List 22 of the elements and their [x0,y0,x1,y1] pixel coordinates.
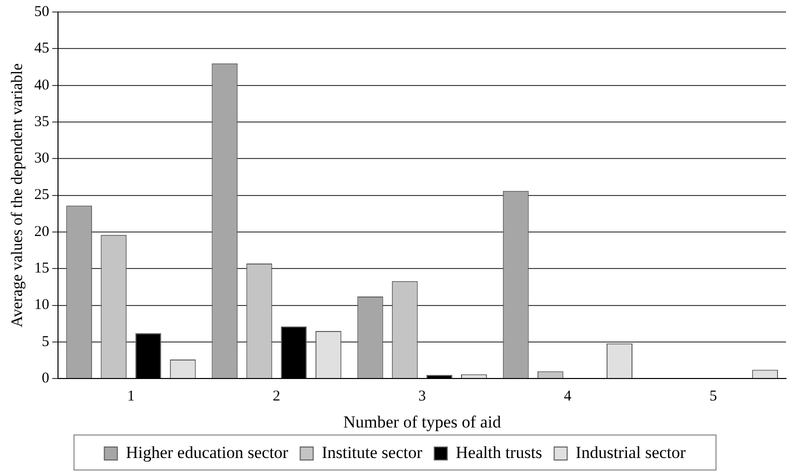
x-tick-label: 1 [127,388,135,405]
y-tick-label: 45 [34,40,50,57]
legend-label: Higher education sector [126,442,289,462]
y-tick-label: 35 [34,114,50,130]
y-tick-label: 30 [34,150,50,167]
y-tick-label: 0 [42,370,50,387]
y-tick-label: 20 [34,224,50,240]
legend-label: Industrial sector [576,442,686,462]
x-tick-label: 3 [418,388,426,405]
y-axis-title: Average values of the dependent variable [8,63,26,328]
y-tick-label: 50 [34,4,50,20]
y-tick-label: 40 [34,77,50,94]
y-tick-label: 15 [34,260,50,277]
x-tick-label: 5 [709,388,717,405]
x-axis-title: Number of types of aid [343,412,502,432]
y-tick-label: 5 [42,334,50,350]
x-tick-label: 2 [272,388,280,405]
legend-label: Health trusts [456,442,542,462]
y-tick-label: 10 [34,297,50,314]
x-tick-label: 4 [564,388,572,405]
legend-label: Institute sector [322,442,423,462]
y-tick-label: 25 [34,187,50,204]
